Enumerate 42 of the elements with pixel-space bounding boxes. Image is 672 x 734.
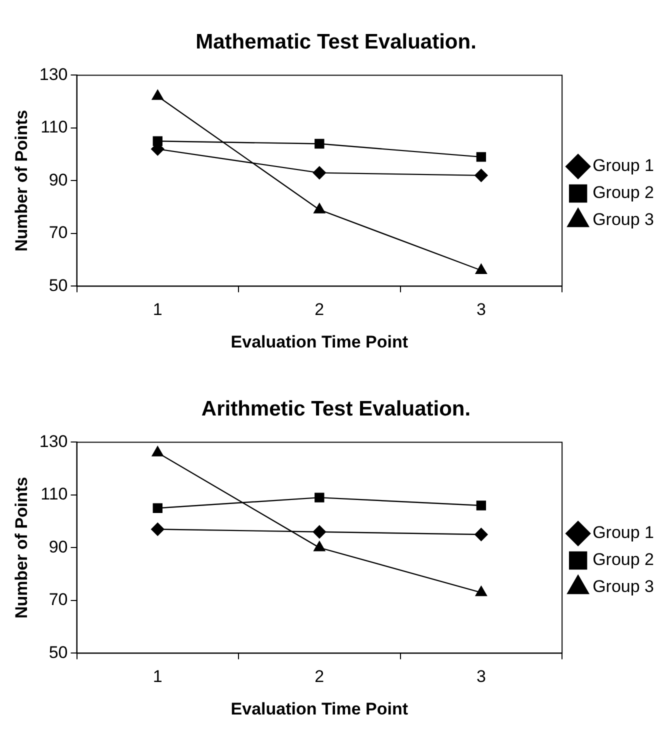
point (312, 525, 326, 538)
y-tick-label: 130 (39, 432, 68, 451)
y-axis-title: Number of Points (12, 476, 31, 619)
point (314, 541, 326, 552)
point (475, 264, 487, 274)
x-axis-title: Evaluation Time Point (230, 699, 408, 718)
point (474, 168, 488, 182)
legend-label: Group 3 (592, 210, 654, 230)
y-tick-label: 130 (39, 64, 68, 84)
point (152, 503, 162, 513)
legend-label: Group 1 (592, 523, 654, 542)
point (314, 203, 326, 214)
y-tick-label: 50 (48, 642, 68, 662)
x-tick-label: 2 (314, 300, 324, 320)
x-tick-label: 3 (476, 667, 486, 686)
point (476, 152, 486, 162)
legend-label: Group 3 (592, 577, 654, 596)
legend-label: Group 1 (592, 156, 654, 176)
point (151, 522, 164, 536)
y-axis-title: Number of Points (12, 110, 31, 252)
point (314, 492, 324, 502)
y-tick-label: 110 (40, 484, 68, 504)
y-tick-label: 90 (48, 537, 68, 556)
y-tick-label: 70 (48, 223, 68, 242)
x-tick-label: 3 (476, 300, 486, 320)
x-tick-label: 2 (314, 667, 324, 686)
point (475, 586, 487, 596)
x-tick-label: 1 (152, 300, 162, 320)
x-tick-label: 1 (152, 667, 162, 686)
legend-label: Group 2 (592, 183, 654, 202)
point (474, 528, 488, 542)
legend-label: Group 2 (592, 550, 654, 570)
chart-title: Arithmetic Test Evaluation. (201, 397, 471, 420)
point (312, 166, 326, 180)
point (476, 500, 486, 510)
x-axis-title: Evaluation Time Point (230, 332, 408, 352)
y-tick-label: 70 (48, 590, 68, 610)
point (314, 138, 324, 149)
y-tick-label: 50 (48, 276, 68, 295)
chart-title: Mathematic Test Evaluation. (196, 30, 476, 54)
y-tick-label: 110 (40, 118, 68, 137)
y-tick-label: 90 (48, 170, 68, 190)
